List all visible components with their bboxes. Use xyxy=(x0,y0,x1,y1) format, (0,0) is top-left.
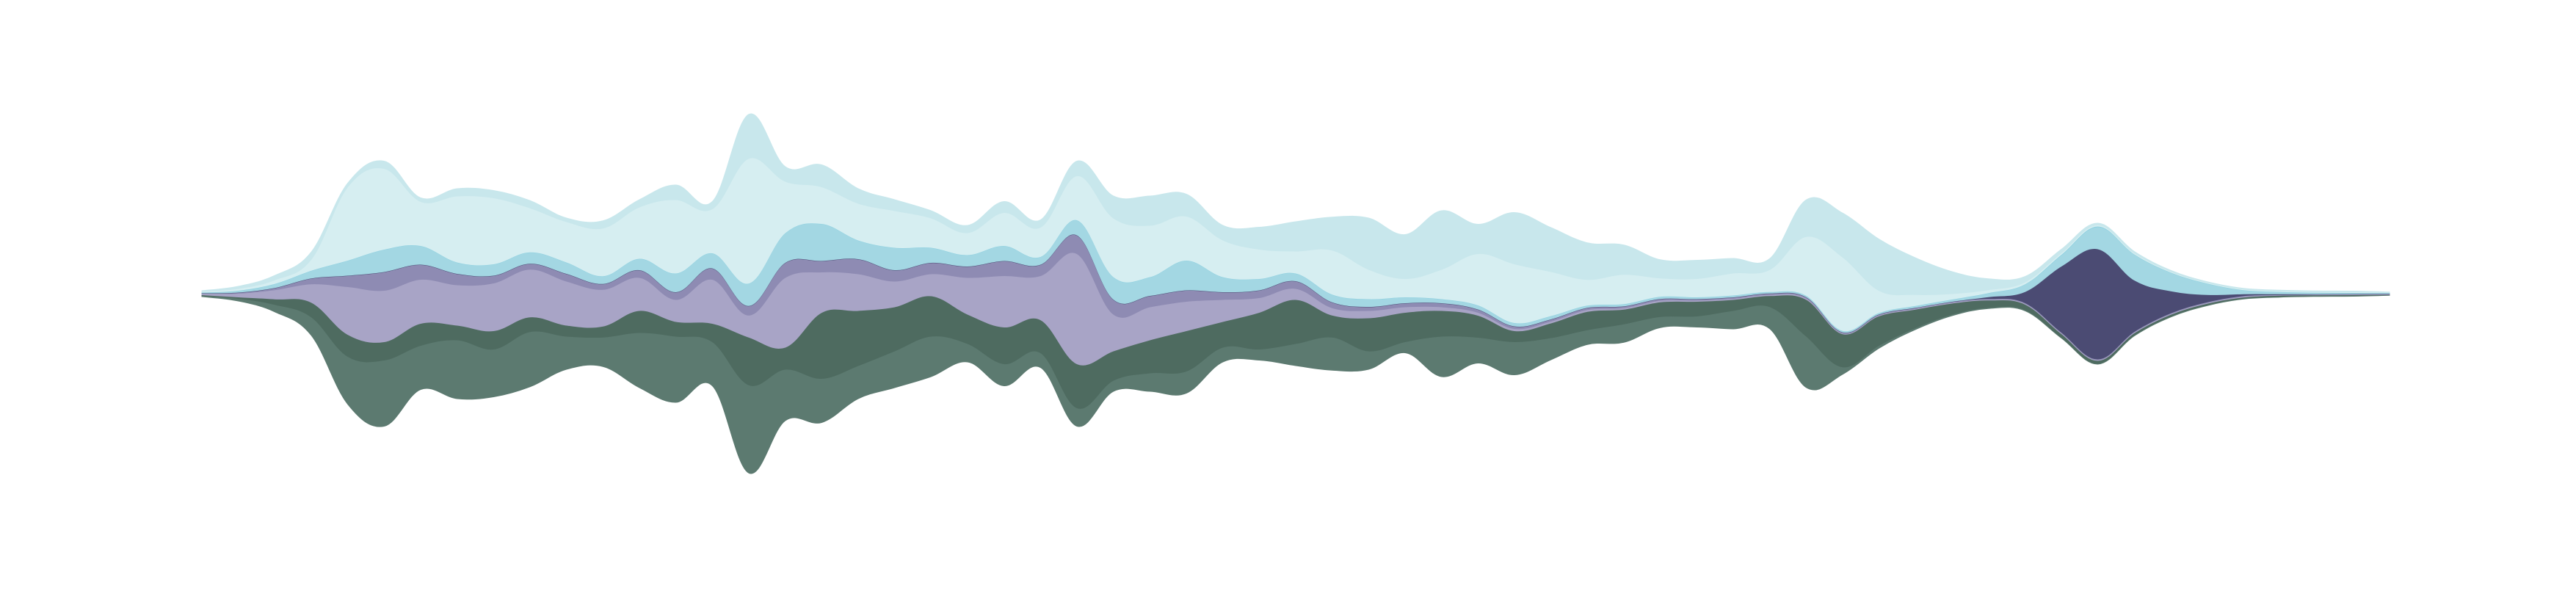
stream-layer-9 xyxy=(201,113,2390,296)
stream-layers xyxy=(201,113,2390,474)
